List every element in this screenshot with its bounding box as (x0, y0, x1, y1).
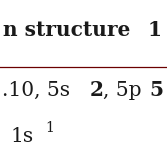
Text: .10, 5s: .10, 5s (2, 81, 70, 100)
Text: 1s: 1s (10, 127, 33, 146)
Text: 1: 1 (45, 121, 54, 135)
Text: 1: 1 (148, 20, 162, 40)
Text: 2: 2 (90, 80, 104, 100)
Text: , 5p: , 5p (103, 81, 141, 100)
Text: 5: 5 (149, 80, 163, 100)
Text: n structure: n structure (3, 20, 131, 40)
